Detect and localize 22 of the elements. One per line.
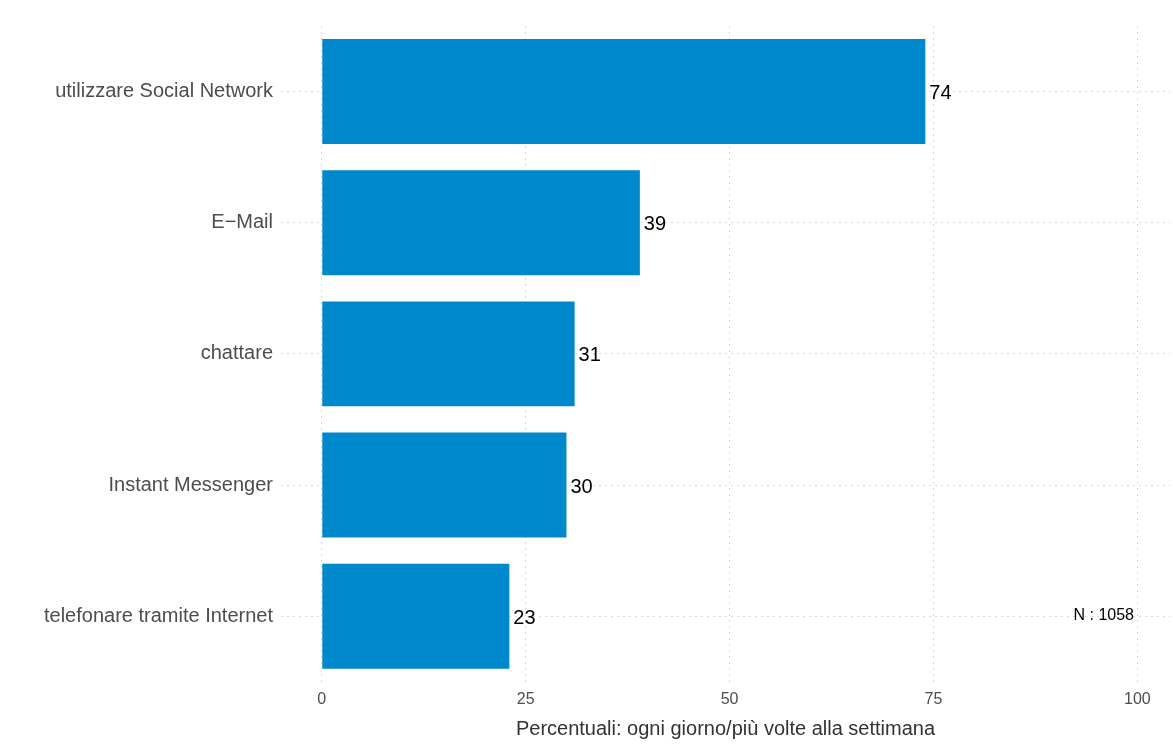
data-label: 30 (570, 474, 593, 497)
y-tick-label: telefonare tramite Internet (43, 603, 274, 626)
data-label: 39 (643, 212, 667, 235)
y-tick-label: E−Mail (211, 210, 273, 233)
data-label: 31 (578, 343, 601, 366)
x-tick-label: 0 (317, 689, 327, 707)
x-tick-label: 25 (516, 689, 535, 707)
y-tick-label: utilizzare Social Network (55, 79, 274, 102)
annotation: N : 1058 (1073, 606, 1135, 624)
x-tick-label: 50 (720, 689, 739, 707)
bar (322, 39, 926, 145)
x-tick-label: 75 (924, 689, 943, 707)
data-label: 74 (929, 81, 952, 104)
x-axis-title: Percentuali: ogni giorno/più volte alla settimana (515, 716, 936, 739)
data-label: 23 (513, 605, 536, 628)
y-tick-label: chattare (200, 341, 273, 364)
y-tick-label: Instant Messenger (108, 472, 274, 495)
bar (322, 432, 567, 538)
bar (322, 170, 640, 276)
bar (322, 301, 575, 407)
bar (322, 563, 510, 669)
x-tick-label: 100 (1124, 689, 1151, 707)
